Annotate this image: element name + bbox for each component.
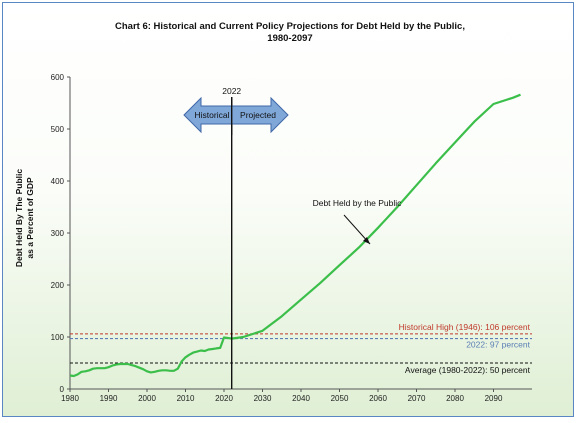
x-tick-label-2020: 2020 xyxy=(215,394,233,403)
series-annotation-label: Debt Held by the Public xyxy=(313,198,403,208)
reference-line-label-0: Historical High (1946): 106 percent xyxy=(399,322,531,332)
chart-frame xyxy=(2,2,574,417)
y-axis-label-line1: Debt Held By The Public xyxy=(14,169,24,268)
double-arrow-shape xyxy=(183,96,289,134)
x-tick-label-1990: 1990 xyxy=(100,394,118,403)
x-tick-label-2030: 2030 xyxy=(254,394,272,403)
y-tick-label-200: 200 xyxy=(51,281,65,290)
x-tick-label-2060: 2060 xyxy=(369,394,387,403)
x-tick-label-2000: 2000 xyxy=(138,394,156,403)
y-tick-label-500: 500 xyxy=(51,125,65,134)
x-tick-label-2050: 2050 xyxy=(331,394,349,403)
x-tick-label-2090: 2090 xyxy=(485,394,503,403)
x-tick-label-2080: 2080 xyxy=(446,394,464,403)
divider-label-2022: 2022 xyxy=(222,86,241,96)
arrow-label-historical: Historical xyxy=(195,110,230,120)
y-tick-label-600: 600 xyxy=(51,73,65,82)
y-tick-label-300: 300 xyxy=(51,229,65,238)
annotations-layer: 2022 Historical Projected Debt Held by the … xyxy=(183,86,403,389)
y-tick-label-400: 400 xyxy=(51,177,65,186)
x-tick-label-2040: 2040 xyxy=(292,394,310,403)
series-layer xyxy=(69,93,521,378)
reference-lines: Historical High (1946): 106 percent 2022:… xyxy=(70,322,532,375)
y-tick-label-0: 0 xyxy=(60,385,65,394)
reference-line-label-1: 2022: 97 percent xyxy=(466,340,530,350)
y-axis-label-line2: as a Percent of GDP xyxy=(25,177,35,259)
x-tick-label-2070: 2070 xyxy=(408,394,426,403)
series-line-0 xyxy=(69,93,521,378)
reference-line-label-2: Average (1980-2022): 50 percent xyxy=(405,365,531,375)
arrow-label-projected: Projected xyxy=(240,110,276,120)
axes: 0 100 200 300 400 500 600 1980 1990 2000 2010 2020 2… xyxy=(51,73,532,403)
chart-title: Chart 6: Historical and Current Policy P… xyxy=(115,21,465,32)
chart-subtitle: 1980-2097 xyxy=(267,33,313,44)
y-tick-label-100: 100 xyxy=(51,333,65,342)
x-tick-label-1980: 1980 xyxy=(61,394,79,403)
series-annotation-arrow-head xyxy=(363,237,370,244)
x-tick-label-2010: 2010 xyxy=(177,394,195,403)
